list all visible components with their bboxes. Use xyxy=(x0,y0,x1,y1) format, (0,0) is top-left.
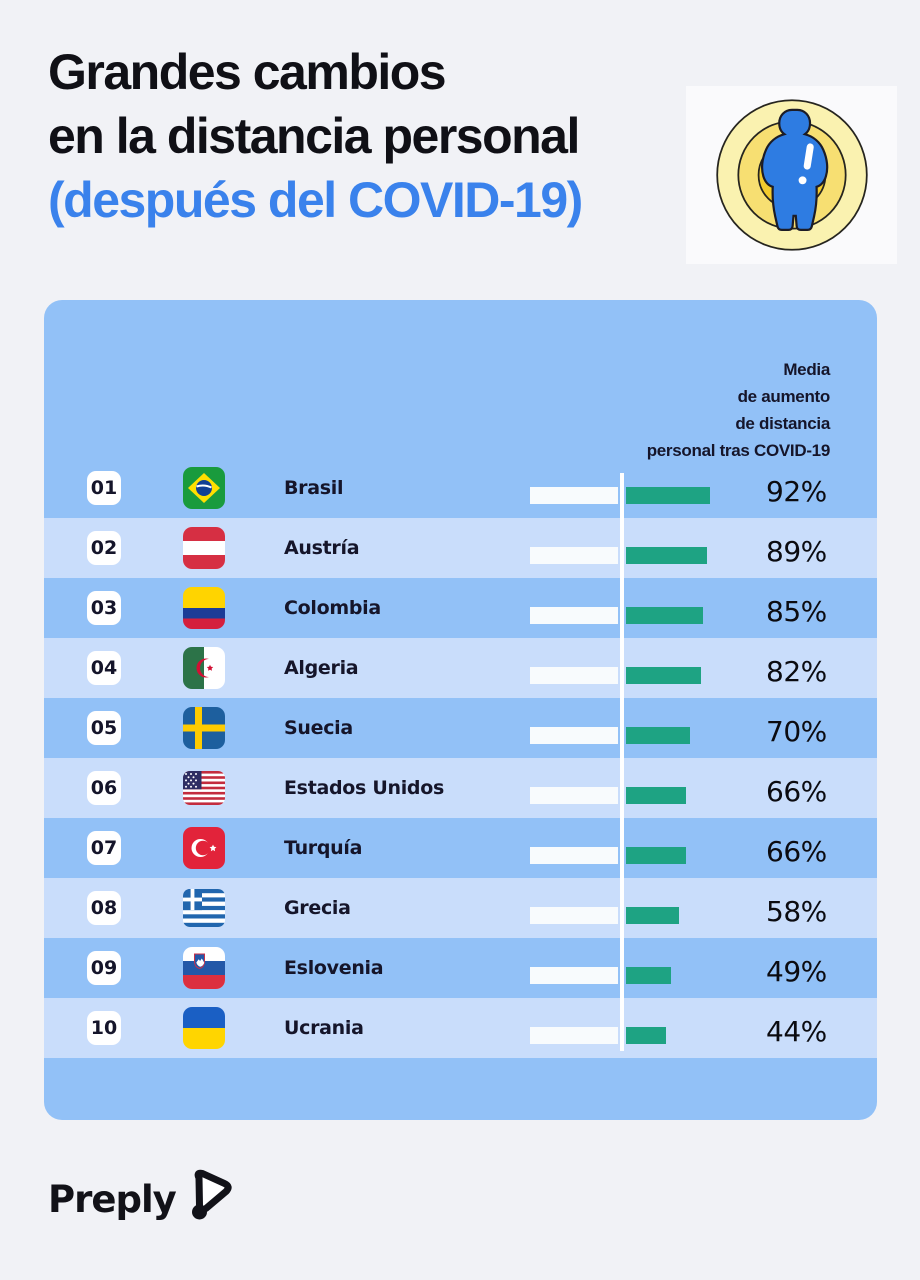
country-label: Colombia xyxy=(284,597,381,619)
column-header: Media de aumento de distancia personal t… xyxy=(646,356,831,464)
bar-fill xyxy=(626,607,703,624)
table-row: 03 Colombia 85% xyxy=(44,578,877,638)
bar-track xyxy=(530,907,618,924)
bar-track xyxy=(530,487,618,504)
bar-track xyxy=(530,787,618,804)
page-title: Grandes cambios en la distancia personal… xyxy=(48,40,583,232)
column-header-line: Media xyxy=(783,360,830,379)
table-row: 07 Turquía 66% xyxy=(44,818,877,878)
country-label: Grecia xyxy=(284,897,351,919)
turquia-flag xyxy=(183,818,225,878)
bar-fill xyxy=(626,667,701,684)
value-label: 85% xyxy=(766,595,827,628)
table-row: 01 Brasil 92% xyxy=(44,458,877,518)
rank-badge: 05 xyxy=(87,711,121,745)
country-label: Ucrania xyxy=(284,1017,364,1039)
value-label: 49% xyxy=(766,955,827,988)
title-line-1: Grandes cambios xyxy=(48,44,447,100)
country-label: Eslovenia xyxy=(284,957,384,979)
bar-fill xyxy=(626,787,686,804)
bar-track xyxy=(530,607,618,624)
bar-track xyxy=(530,1027,618,1044)
title-line-3: (después del COVID-19) xyxy=(48,172,583,228)
title-line-2: en la distancia personal xyxy=(48,108,580,164)
country-label: Austría xyxy=(284,537,360,559)
algeria-flag xyxy=(183,638,225,698)
country-label: Brasil xyxy=(284,477,344,499)
eslovenia-flag xyxy=(183,938,225,998)
estados-unidos-flag xyxy=(183,758,225,818)
austria-flag xyxy=(183,518,225,578)
bar-fill xyxy=(626,847,686,864)
table-row: 08 Grecia 58% xyxy=(44,878,877,938)
bar-fill xyxy=(626,967,671,984)
bar-fill xyxy=(626,907,679,924)
brand-wordmark: Preply xyxy=(48,1177,177,1221)
value-label: 82% xyxy=(766,655,827,688)
colombia-flag xyxy=(183,578,225,638)
bar-fill xyxy=(626,547,707,564)
bar-track xyxy=(530,847,618,864)
preply-logo-icon xyxy=(191,1169,232,1220)
rank-badge: 10 xyxy=(87,1011,121,1045)
column-header-line: de aumento xyxy=(737,387,831,406)
table-row: 05 Suecia 70% xyxy=(44,698,877,758)
bar-fill xyxy=(626,487,710,504)
footer: Preply xyxy=(48,1169,232,1226)
rank-badge: 09 xyxy=(87,951,121,985)
grecia-flag xyxy=(183,878,225,938)
country-label: Suecia xyxy=(284,717,353,739)
bar-track xyxy=(530,727,618,744)
ranking-rows: 01 Brasil 92% 02 Austría 89% 03 xyxy=(44,458,877,1058)
suecia-flag xyxy=(183,698,225,758)
rank-badge: 03 xyxy=(87,591,121,625)
bar-track xyxy=(530,967,618,984)
hero-icon-box xyxy=(686,86,897,264)
rank-badge: 07 xyxy=(87,831,121,865)
rank-badge: 06 xyxy=(87,771,121,805)
person-in-distance-circles-icon xyxy=(715,99,868,251)
table-row: 02 Austría 89% xyxy=(44,518,877,578)
brasil-flag xyxy=(183,458,225,518)
baseline-divider xyxy=(620,473,624,1051)
country-label: Estados Unidos xyxy=(284,777,444,799)
value-label: 44% xyxy=(766,1015,827,1048)
table-row: 09 Eslovenia 49% xyxy=(44,938,877,998)
bar-track xyxy=(530,667,618,684)
value-label: 92% xyxy=(766,475,827,508)
value-label: 66% xyxy=(766,835,827,868)
ucrania-flag xyxy=(183,998,225,1058)
country-label: Algeria xyxy=(284,657,359,679)
ranking-panel: Media de aumento de distancia personal t… xyxy=(44,300,877,1120)
value-label: 89% xyxy=(766,535,827,568)
bar-fill xyxy=(626,1027,666,1044)
rank-badge: 04 xyxy=(87,651,121,685)
bar-track xyxy=(530,547,618,564)
bar-fill xyxy=(626,727,690,744)
rank-badge: 08 xyxy=(87,891,121,925)
rank-badge: 02 xyxy=(87,531,121,565)
value-label: 58% xyxy=(766,895,827,928)
value-label: 66% xyxy=(766,775,827,808)
table-row: 06 Estados Unidos 66% xyxy=(44,758,877,818)
rank-badge: 01 xyxy=(87,471,121,505)
value-label: 70% xyxy=(766,715,827,748)
country-label: Turquía xyxy=(284,837,363,859)
column-header-line: de distancia xyxy=(735,414,830,433)
table-row: 04 Algeria 82% xyxy=(44,638,877,698)
table-row: 10 Ucrania 44% xyxy=(44,998,877,1058)
column-header-line: personal tras COVID-19 xyxy=(646,441,831,460)
